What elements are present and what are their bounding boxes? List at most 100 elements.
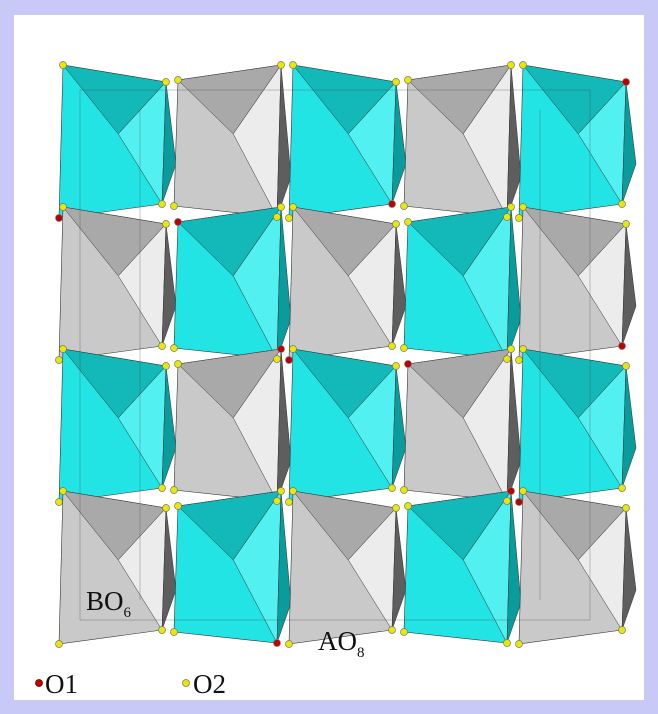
- polyhedron-facet: [391, 507, 407, 631]
- oxygen-atom: [289, 345, 297, 353]
- polyhedron-facet: [506, 206, 522, 360]
- legend-o1: O1: [45, 669, 78, 699]
- oxygen-atom: [273, 355, 281, 363]
- oxygen-atom: [162, 220, 170, 228]
- oxygen-atom: [400, 486, 408, 494]
- oxygen-atom: [170, 486, 178, 494]
- oxygen-atom: [622, 362, 630, 370]
- bo6-label: BO6: [86, 586, 132, 621]
- label-text: BO: [86, 586, 124, 616]
- oxygen-atom: [170, 628, 178, 636]
- oxygen-atom: [515, 640, 523, 648]
- oxygen-atom: [285, 214, 293, 222]
- polyhedron-facet: [621, 81, 637, 205]
- legend-o2: O2: [193, 669, 226, 699]
- polyhedron-facet: [276, 64, 292, 218]
- oxygen-atom: [400, 202, 408, 210]
- oxygen-atom: [289, 61, 297, 69]
- oxygen-atom: [618, 342, 626, 350]
- polyhedron-facet: [161, 81, 177, 205]
- oxygen-atom: [503, 639, 511, 647]
- oxygen-atom: [519, 203, 527, 211]
- polyhedron-facet: [276, 206, 292, 360]
- oxygen-atom: [277, 487, 285, 495]
- oxygen-atom: [277, 345, 285, 353]
- oxygen-atom: [158, 342, 166, 350]
- oxygen-atom: [273, 497, 281, 505]
- polyhedron-facet: [391, 365, 407, 489]
- oxygen-atom: [170, 202, 178, 210]
- oxygen-atom: [273, 213, 281, 221]
- oxygen-atom: [174, 76, 182, 84]
- oxygen-atom: [519, 487, 527, 495]
- oxygen-atom: [400, 628, 408, 636]
- oxygen-atom: [55, 356, 63, 364]
- oxygen-atom: [55, 214, 63, 222]
- oxygen-atom: [59, 487, 67, 495]
- oxygen-atom: [618, 626, 626, 634]
- oxygen-atom: [277, 61, 285, 69]
- oxygen-atom: [622, 504, 630, 512]
- oxygen-atom: [515, 356, 523, 364]
- oxygen-atom: [622, 78, 630, 86]
- label-subscript: 8: [357, 645, 365, 661]
- oxygen-atom: [158, 626, 166, 634]
- crystal-structure: [58, 64, 637, 645]
- polyhedron-facet: [391, 223, 407, 347]
- oxygen-atom: [515, 498, 523, 506]
- oxygen-atom: [285, 498, 293, 506]
- oxygen-atom: [503, 213, 511, 221]
- oxygen-atom: [392, 220, 400, 228]
- oxygen-atom: [162, 362, 170, 370]
- polyhedron-facet: [621, 223, 637, 347]
- polyhedron-facet: [621, 507, 637, 631]
- oxygen-atom: [162, 504, 170, 512]
- oxygen-atom: [618, 200, 626, 208]
- unit-cell-lines: [79, 89, 591, 621]
- oxygen-atom: [507, 203, 515, 211]
- oxygen-atom: [388, 484, 396, 492]
- oxygen-atom: [289, 203, 297, 211]
- atoms: [55, 61, 630, 648]
- o2-marker: [182, 679, 190, 687]
- oxygen-atom: [404, 502, 412, 510]
- oxygen-atom: [59, 345, 67, 353]
- oxygen-atom: [392, 504, 400, 512]
- oxygen-atom: [503, 497, 511, 505]
- oxygen-atom: [618, 484, 626, 492]
- oxygen-atom: [400, 344, 408, 352]
- oxygen-atom: [158, 200, 166, 208]
- label-text: AO: [318, 626, 357, 656]
- polyhedron-facet: [506, 348, 522, 502]
- polyhedron-facet: [506, 64, 522, 218]
- oxygen-atom: [507, 345, 515, 353]
- label-subscript: 6: [124, 605, 132, 621]
- polyhedron-facet: [276, 348, 292, 502]
- oxygen-atom: [55, 640, 63, 648]
- oxygen-atom: [515, 214, 523, 222]
- polyhedron-facet: [161, 365, 177, 489]
- oxygen-atom: [404, 360, 412, 368]
- oxygen-atom: [158, 484, 166, 492]
- oxygen-atom: [507, 487, 515, 495]
- oxygen-atom: [285, 640, 293, 648]
- oxygen-atom: [174, 502, 182, 510]
- oxygen-atom: [388, 626, 396, 634]
- polyhedron-facet: [161, 507, 177, 631]
- oxygen-atom: [519, 61, 527, 69]
- oxygen-atom: [170, 344, 178, 352]
- oxygen-atom: [622, 220, 630, 228]
- o1-marker: [35, 679, 43, 687]
- polyhedron-facet: [621, 365, 637, 489]
- oxygen-atom: [404, 218, 412, 226]
- polyhedron-facet: [506, 490, 522, 644]
- oxygen-atom: [174, 218, 182, 226]
- oxygen-atom: [388, 342, 396, 350]
- oxygen-atom: [277, 203, 285, 211]
- ao8-label: AO8: [318, 626, 365, 661]
- oxygen-atom: [289, 487, 297, 495]
- oxygen-atom: [285, 356, 293, 364]
- polyhedron-facet: [391, 81, 407, 205]
- oxygen-atom: [174, 360, 182, 368]
